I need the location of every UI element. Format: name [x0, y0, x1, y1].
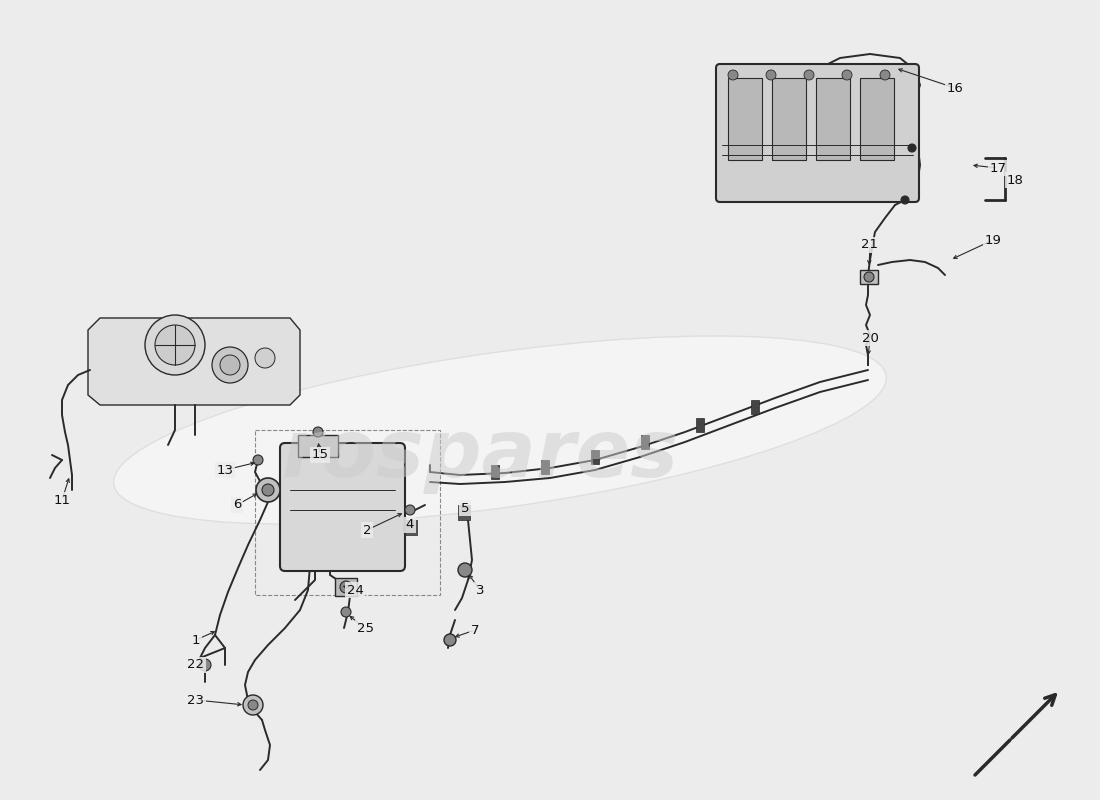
Bar — [405, 520, 417, 535]
Bar — [591, 450, 600, 464]
Text: 16: 16 — [947, 82, 964, 94]
Circle shape — [243, 695, 263, 715]
Text: 20: 20 — [861, 331, 879, 345]
Circle shape — [340, 581, 352, 593]
Circle shape — [212, 347, 248, 383]
Text: 19: 19 — [984, 234, 1001, 246]
Bar — [860, 78, 894, 160]
FancyArrowPatch shape — [1012, 694, 1055, 738]
Text: 15: 15 — [311, 449, 329, 462]
Bar — [816, 78, 850, 160]
Circle shape — [842, 70, 852, 80]
Text: 13: 13 — [217, 463, 233, 477]
Bar — [728, 78, 762, 160]
Circle shape — [199, 659, 211, 671]
Circle shape — [864, 272, 874, 282]
Polygon shape — [88, 318, 300, 405]
Ellipse shape — [113, 336, 887, 524]
Text: 4: 4 — [406, 518, 415, 531]
Bar — [772, 78, 806, 160]
Circle shape — [444, 634, 456, 646]
Text: 2: 2 — [363, 523, 372, 537]
Circle shape — [908, 144, 916, 152]
Text: rospares: rospares — [282, 416, 679, 494]
Circle shape — [262, 484, 274, 496]
Text: 11: 11 — [54, 494, 70, 506]
Text: 24: 24 — [346, 583, 363, 597]
Bar — [255, 430, 440, 595]
Circle shape — [253, 455, 263, 465]
Circle shape — [341, 607, 351, 617]
Circle shape — [314, 427, 323, 437]
Text: 1: 1 — [191, 634, 200, 646]
Bar — [336, 578, 358, 596]
Text: 5: 5 — [461, 502, 470, 514]
Text: 23: 23 — [187, 694, 205, 706]
Text: 22: 22 — [187, 658, 205, 671]
Circle shape — [766, 70, 775, 80]
Bar — [298, 435, 338, 457]
FancyBboxPatch shape — [716, 64, 918, 202]
FancyBboxPatch shape — [280, 443, 405, 571]
Circle shape — [256, 478, 280, 502]
Circle shape — [728, 70, 738, 80]
Circle shape — [255, 348, 275, 368]
Text: 7: 7 — [471, 623, 480, 637]
Circle shape — [458, 563, 472, 577]
Bar — [751, 400, 759, 414]
Text: 25: 25 — [356, 622, 374, 634]
Text: 17: 17 — [990, 162, 1006, 174]
Circle shape — [405, 505, 415, 515]
Circle shape — [248, 700, 258, 710]
Circle shape — [155, 325, 195, 365]
Bar — [641, 435, 649, 449]
Circle shape — [901, 196, 909, 204]
Text: 21: 21 — [861, 238, 879, 251]
Circle shape — [804, 70, 814, 80]
Circle shape — [880, 70, 890, 80]
Circle shape — [145, 315, 205, 375]
Text: 6: 6 — [233, 498, 241, 511]
Bar — [860, 270, 878, 284]
Text: 18: 18 — [1006, 174, 1023, 186]
Bar — [491, 465, 499, 479]
Bar — [541, 460, 549, 474]
Bar — [696, 418, 704, 432]
Text: 3: 3 — [475, 583, 484, 597]
Bar — [458, 505, 470, 520]
Circle shape — [220, 355, 240, 375]
